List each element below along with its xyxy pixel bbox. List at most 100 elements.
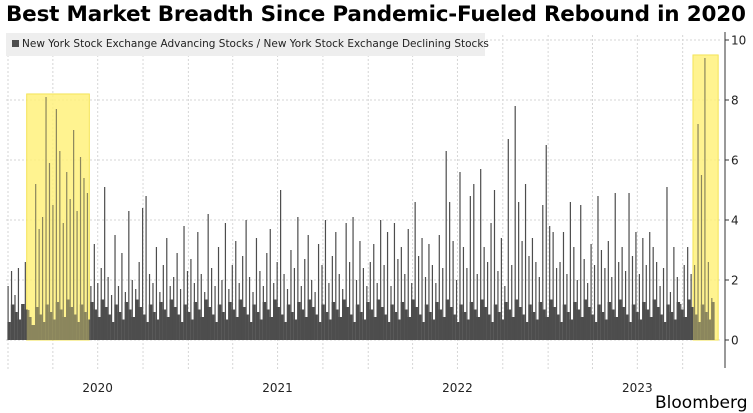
bar-base — [90, 302, 94, 340]
bar-base — [200, 317, 205, 340]
bar-base — [324, 312, 329, 340]
bar-base — [166, 317, 170, 340]
bar — [549, 226, 551, 340]
bar-base — [373, 317, 377, 340]
bar-base — [479, 299, 484, 340]
bar-base — [62, 317, 67, 340]
bar-base — [183, 304, 187, 340]
bar — [569, 202, 571, 340]
bar-base — [535, 319, 539, 340]
bar-base — [590, 314, 594, 340]
bar — [152, 283, 154, 340]
bar-base — [221, 312, 225, 340]
bar — [362, 268, 365, 340]
bar-base — [410, 299, 415, 340]
bar-base — [666, 304, 670, 340]
bar — [649, 232, 651, 340]
bar-base — [493, 304, 498, 340]
bar — [466, 268, 468, 340]
y-tick-label: 6 — [731, 154, 739, 168]
bar-base — [224, 319, 229, 340]
bar-base — [17, 319, 22, 340]
bar — [142, 208, 144, 340]
bar — [324, 220, 327, 340]
bar — [359, 241, 361, 340]
bar-base — [128, 309, 132, 340]
bar — [293, 268, 296, 340]
bar-base — [290, 312, 294, 340]
bar-base — [190, 319, 194, 340]
bar — [621, 247, 623, 340]
bar-base — [41, 322, 46, 340]
bar-base — [424, 304, 429, 340]
bar — [624, 271, 627, 340]
bar-base — [607, 302, 612, 340]
bar-base — [238, 299, 243, 340]
bar-base — [69, 307, 73, 340]
bar-base — [359, 312, 363, 340]
bar-base — [642, 302, 646, 340]
bar-base — [611, 309, 615, 340]
bar-base — [338, 317, 343, 340]
bar-base — [245, 314, 249, 340]
bar — [338, 274, 340, 340]
bar — [131, 280, 133, 340]
bar-base — [466, 319, 470, 340]
bar-base — [469, 302, 474, 340]
bar — [45, 97, 47, 340]
bar-base — [421, 322, 425, 340]
bar — [317, 244, 320, 340]
bar-base — [573, 302, 577, 340]
bar — [580, 205, 582, 340]
bar — [604, 268, 606, 340]
bar — [683, 265, 685, 340]
bar-base — [100, 299, 105, 340]
bar-base — [552, 307, 556, 340]
bar — [486, 262, 489, 340]
bar-base — [659, 314, 663, 340]
bar-base — [673, 319, 677, 340]
bar-base — [186, 312, 191, 340]
bar — [490, 223, 492, 340]
bar-base — [228, 302, 232, 340]
bar — [469, 196, 471, 340]
bar-base — [500, 319, 505, 340]
bar-base — [152, 312, 156, 340]
bar-base — [135, 299, 139, 340]
bar-base — [628, 322, 632, 340]
bar — [76, 211, 78, 340]
bar-base — [566, 312, 570, 340]
bar-base — [352, 322, 356, 340]
bar-base — [428, 312, 432, 340]
bar-base — [662, 322, 667, 340]
bar — [597, 196, 599, 340]
bar-base — [283, 322, 287, 340]
bar — [545, 145, 547, 340]
bar-base — [400, 302, 405, 340]
chart-plot: 0 2 4 6 8 10 2020 2021 2022 2023 — [6, 32, 746, 395]
bar-base — [631, 304, 636, 340]
bar — [455, 280, 458, 340]
bar — [248, 277, 251, 340]
bar — [369, 262, 371, 340]
bar-base — [517, 307, 522, 340]
bar-base — [286, 304, 291, 340]
bar-base — [248, 322, 253, 340]
bar — [138, 262, 140, 340]
bar-base — [483, 307, 487, 340]
bar-base — [255, 312, 260, 340]
bar-base — [438, 309, 443, 340]
bar-base — [31, 325, 36, 340]
x-tick-label: 2023 — [622, 381, 653, 395]
bar — [493, 190, 496, 340]
bar — [155, 247, 158, 340]
bar — [214, 286, 216, 340]
bar-base — [542, 309, 546, 340]
bar-base — [624, 314, 629, 340]
bar-base — [459, 304, 463, 340]
bar-base — [379, 307, 384, 340]
x-tick-label: 2020 — [82, 381, 113, 395]
bar-base — [148, 304, 153, 340]
bar — [704, 58, 706, 340]
bar-base — [214, 322, 218, 340]
